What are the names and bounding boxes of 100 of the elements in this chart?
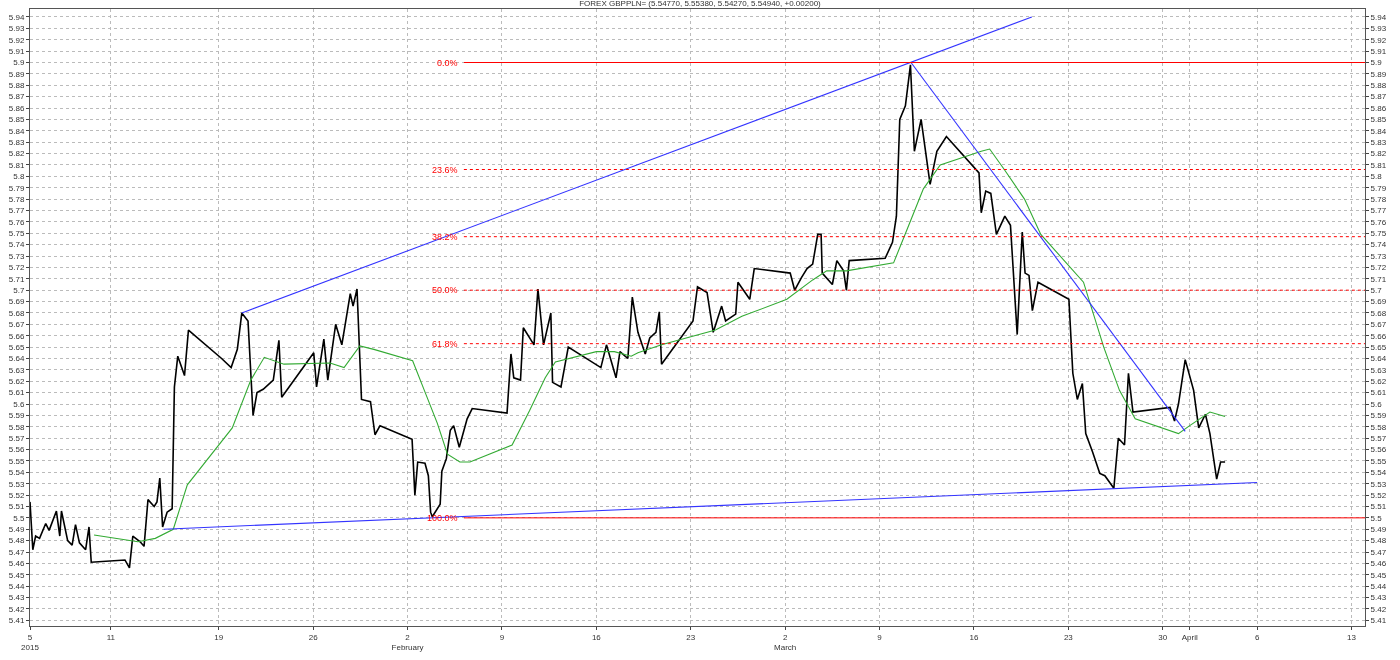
- y2-tick-label: 5.43: [1370, 593, 1387, 603]
- y2-tick-label: 5.42: [1370, 604, 1387, 614]
- y2-tick-label: 5.64: [1370, 354, 1387, 364]
- x-tick-label: 2 March: [774, 632, 797, 652]
- y2-tick-label: 5.94: [1370, 12, 1387, 22]
- x-tick-label: 30: [1158, 632, 1168, 642]
- x-tick-label: 9: [877, 632, 883, 642]
- y-tick-label: 5.54: [8, 468, 25, 478]
- y2-tick-label: 5.44: [1370, 581, 1387, 591]
- y2-tick-label: 5.86: [1370, 103, 1387, 113]
- y-tick-label: 5.84: [8, 126, 25, 136]
- x-tick-label: 2 February: [391, 632, 424, 652]
- x-tick-label: 6: [1254, 632, 1260, 642]
- y-tick-label: 5.94: [8, 12, 25, 22]
- y-tick-label: 5.52: [8, 490, 25, 500]
- chart-title: FOREX GBPPLN= (5.54770, 5.55380, 5.54270, 5.54940, +0.00200): [579, 0, 822, 9]
- y2-tick-label: 5.51: [1370, 502, 1387, 512]
- y-tick-label: 5.7: [13, 285, 25, 295]
- y2-tick-label: 5.81: [1370, 160, 1387, 170]
- y-tick-label: 5.68: [8, 308, 25, 318]
- y2-tick-label: 5.65: [1370, 342, 1387, 352]
- y2-tick-label: 5.88: [1370, 81, 1387, 91]
- y-tick-label: 5.88: [8, 81, 25, 91]
- y-tick-label: 5.77: [8, 206, 25, 216]
- y2-tick-label: 5.68: [1370, 308, 1387, 318]
- y-tick-label: 5.87: [8, 92, 25, 102]
- x-tick-label: 13: [1347, 632, 1357, 642]
- y2-tick-label: 5.72: [1370, 263, 1387, 273]
- y-tick-label: 5.76: [8, 217, 25, 227]
- y-tick-label: 5.53: [8, 479, 25, 489]
- y-tick-label: 5.81: [8, 160, 25, 170]
- x-tick-label: April: [1181, 632, 1198, 642]
- y-tick-label: 5.42: [8, 604, 25, 614]
- y2-tick-label: 5.73: [1370, 251, 1387, 261]
- y2-tick-label: 5.74: [1370, 240, 1387, 250]
- y-tick-label: 5.69: [8, 297, 25, 307]
- y-tick-label: 5.56: [8, 445, 25, 455]
- y-tick-label: 5.48: [8, 536, 25, 546]
- x-tick-label: 5 2015: [21, 632, 40, 652]
- y-tick-label: 5.9: [13, 58, 25, 68]
- annotation: 50.0%: [432, 285, 458, 295]
- x-tick-label: 16: [969, 632, 979, 642]
- y-tick-label: 5.57: [8, 433, 25, 443]
- y-tick-label: 5.59: [8, 411, 25, 421]
- y2-tick-label: 5.62: [1370, 377, 1387, 387]
- x-tick-label: 23: [686, 632, 696, 642]
- y2-tick-label: 5.6: [1370, 399, 1383, 409]
- y-tick-label: 5.6: [13, 399, 25, 409]
- y2-tick-label: 5.56: [1370, 445, 1387, 455]
- x-tick-label: 26: [308, 632, 319, 642]
- y-tick-label: 5.78: [8, 194, 25, 204]
- y-tick-label: 5.83: [8, 137, 25, 147]
- y2-tick-label: 5.54: [1370, 468, 1387, 478]
- y-tick-label: 5.93: [8, 24, 25, 34]
- y-tick-label: 5.79: [8, 183, 25, 193]
- annotation: 61.8%: [432, 339, 458, 349]
- x-tick-label: 16: [591, 632, 602, 642]
- x-tick-label: 19: [214, 632, 224, 642]
- y-tick-label: 5.51: [8, 502, 25, 512]
- y2-tick-label: 5.84: [1370, 126, 1387, 136]
- y2-tick-label: 5.9: [1370, 58, 1383, 68]
- y2-tick-label: 5.93: [1370, 24, 1387, 34]
- y2-tick-label: 5.58: [1370, 422, 1387, 432]
- y-tick-label: 5.46: [8, 559, 25, 569]
- y-tick-label: 5.49: [8, 525, 25, 535]
- y-tick-label: 5.47: [8, 547, 25, 557]
- y-tick-label: 5.8: [13, 172, 25, 182]
- y-tick-label: 5.55: [8, 456, 25, 466]
- y-tick-label: 5.63: [8, 365, 25, 375]
- y2-tick-label: 5.92: [1370, 35, 1387, 45]
- y2-tick-label: 5.57: [1370, 433, 1387, 443]
- y-tick-label: 5.89: [8, 69, 25, 79]
- y-tick-label: 5.41: [8, 616, 25, 626]
- y2-tick-label: 5.49: [1370, 525, 1387, 535]
- y2-tick-label: 5.59: [1370, 411, 1387, 421]
- y2-tick-label: 5.53: [1370, 479, 1387, 489]
- y-tick-label: 5.92: [8, 35, 25, 45]
- y2-tick-label: 5.77: [1370, 206, 1387, 216]
- y2-tick-label: 5.76: [1370, 217, 1387, 227]
- annotation: 0.0%: [437, 58, 458, 68]
- y-tick-label: 5.61: [8, 388, 25, 398]
- y-tick-label: 5.67: [8, 320, 25, 330]
- y-tick-label: 5.91: [8, 46, 25, 56]
- y-tick-label: 5.58: [8, 422, 25, 432]
- y-tick-label: 5.45: [8, 570, 25, 580]
- y2-tick-label: 5.71: [1370, 274, 1387, 284]
- y-tick-label: 5.75: [8, 229, 25, 239]
- y2-tick-label: 5.69: [1370, 297, 1387, 307]
- x-tick-label: 9: [499, 632, 505, 642]
- y-tick-label: 5.72: [8, 263, 25, 273]
- y-tick-label: 5.66: [8, 331, 25, 341]
- y2-tick-label: 5.66: [1370, 331, 1387, 341]
- y2-tick-label: 5.45: [1370, 570, 1387, 580]
- x-tick-label: 23: [1063, 632, 1074, 642]
- y2-tick-label: 5.79: [1370, 183, 1387, 193]
- y-tick-label: 5.5: [13, 513, 25, 523]
- y2-tick-label: 5.7: [1370, 285, 1383, 295]
- y-tick-label: 5.62: [8, 377, 25, 387]
- y-tick-label: 5.44: [8, 581, 25, 591]
- y2-tick-label: 5.78: [1370, 194, 1387, 204]
